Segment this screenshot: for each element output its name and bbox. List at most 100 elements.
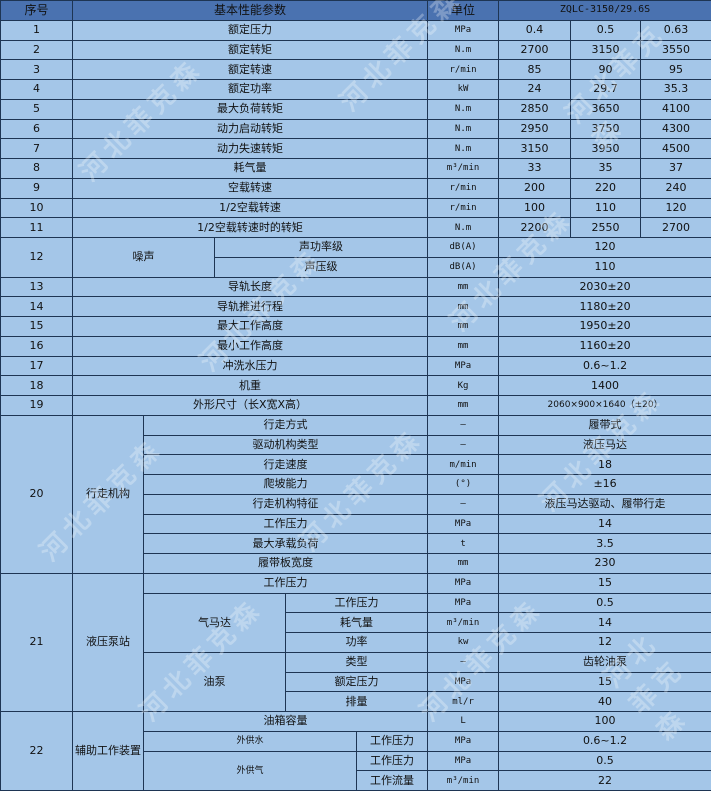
- unit: t: [428, 534, 499, 554]
- value: 12: [499, 633, 711, 653]
- value: 0.6~1.2: [499, 731, 711, 751]
- value: 100: [499, 198, 571, 218]
- param-name: 工作压力: [286, 593, 428, 613]
- value: 4500: [641, 139, 711, 159]
- unit: N.m: [428, 99, 499, 119]
- unit: r/min: [428, 198, 499, 218]
- value: 3550: [641, 40, 711, 60]
- param-name: 空载转速: [73, 178, 428, 198]
- row-number: 13: [1, 277, 73, 297]
- param-name: 最小工作高度: [73, 336, 428, 356]
- value: 0.63: [641, 20, 711, 40]
- row-number: 16: [1, 336, 73, 356]
- unit: MPa: [428, 356, 499, 376]
- value: 4300: [641, 119, 711, 139]
- unit: —: [428, 415, 499, 435]
- param-name: 额定压力: [286, 672, 428, 692]
- unit: (°): [428, 475, 499, 495]
- row-number: 6: [1, 119, 73, 139]
- value: 35.3: [641, 80, 711, 100]
- param-name: 额定转速: [73, 60, 428, 80]
- param-name: 爬坡能力: [144, 475, 428, 495]
- value: 120: [641, 198, 711, 218]
- row-number: 4: [1, 80, 73, 100]
- unit: L: [428, 712, 499, 732]
- group-name: 液压泵站: [73, 573, 144, 711]
- value: 2950: [499, 119, 571, 139]
- subgroup-name: 气马达: [144, 593, 286, 652]
- unit: mm: [428, 396, 499, 416]
- unit: ml/r: [428, 692, 499, 712]
- value: 2550: [571, 218, 641, 238]
- param-name: 驱动机构类型: [144, 435, 428, 455]
- row-number: 15: [1, 317, 73, 337]
- value: 3150: [571, 40, 641, 60]
- value: 100: [499, 712, 711, 732]
- unit: —: [428, 435, 499, 455]
- unit: m³/min: [428, 613, 499, 633]
- value: 2700: [499, 40, 571, 60]
- param-name: 履带板宽度: [144, 554, 428, 574]
- param-name: 最大承载负荷: [144, 534, 428, 554]
- param-name: 最大负荷转矩: [73, 99, 428, 119]
- value: ±16: [499, 475, 711, 495]
- value: 40: [499, 692, 711, 712]
- unit: m³/min: [428, 771, 499, 791]
- row-number: 10: [1, 198, 73, 218]
- unit: Kg: [428, 376, 499, 396]
- group-name: 行走机构: [73, 415, 144, 573]
- unit: mm: [428, 297, 499, 317]
- unit: —: [428, 494, 499, 514]
- param-name: 工作压力: [357, 731, 428, 751]
- subgroup-name: 外供水: [144, 731, 357, 751]
- value: 0.5: [571, 20, 641, 40]
- unit: MPa: [428, 514, 499, 534]
- value: 29.7: [571, 80, 641, 100]
- value: 22: [499, 771, 711, 791]
- unit: MPa: [428, 20, 499, 40]
- value: 15: [499, 672, 711, 692]
- header-param: 基本性能参数: [73, 1, 428, 21]
- value: 齿轮油泵: [499, 652, 711, 672]
- value: 14: [499, 514, 711, 534]
- row-number: 8: [1, 159, 73, 179]
- param-name: 外形尺寸（长X宽X高）: [73, 396, 428, 416]
- unit: mm: [428, 277, 499, 297]
- row-number: 17: [1, 356, 73, 376]
- row-number: 12: [1, 238, 73, 278]
- value: 24: [499, 80, 571, 100]
- unit: dB(A): [428, 238, 499, 258]
- param-name: 工作压力: [144, 573, 428, 593]
- row-number: 5: [1, 99, 73, 119]
- value: 3150: [499, 139, 571, 159]
- row-number: 20: [1, 415, 73, 573]
- row-number: 11: [1, 218, 73, 238]
- unit: kW: [428, 80, 499, 100]
- value: 15: [499, 573, 711, 593]
- value: 2060×900×1640（±20）: [499, 396, 711, 416]
- value: 95: [641, 60, 711, 80]
- param-name: 动力失速转矩: [73, 139, 428, 159]
- value: 14: [499, 613, 711, 633]
- row-number: 2: [1, 40, 73, 60]
- unit: dB(A): [428, 257, 499, 277]
- param-name: 耗气量: [286, 613, 428, 633]
- value: 4100: [641, 99, 711, 119]
- value: 3750: [571, 119, 641, 139]
- param-name: 额定压力: [73, 20, 428, 40]
- param-name: 最大工作高度: [73, 317, 428, 337]
- param-name: 导轨推进行程: [73, 297, 428, 317]
- unit: mm: [428, 554, 499, 574]
- unit: r/min: [428, 178, 499, 198]
